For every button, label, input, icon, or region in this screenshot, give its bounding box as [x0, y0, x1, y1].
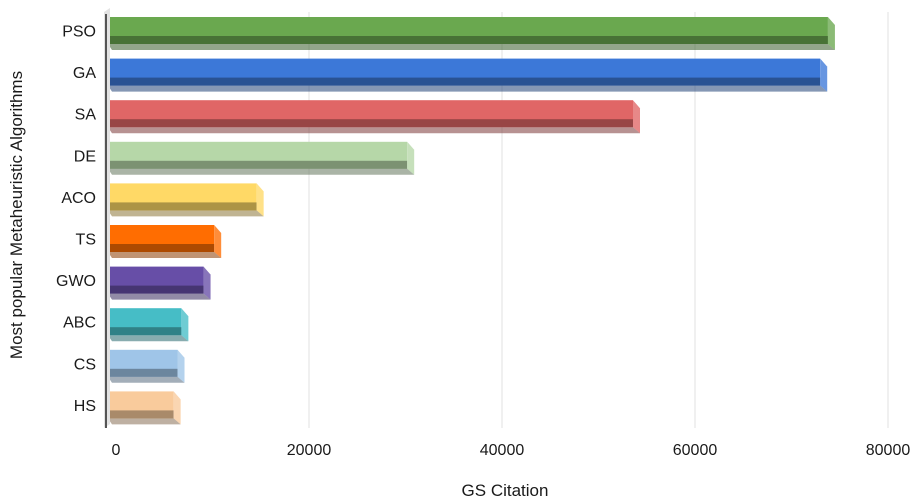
bar-shadow — [108, 418, 181, 425]
bar-side-face — [181, 308, 189, 342]
axes: 0 20000 40000 60000 80000 PSO GA SA DE ACO TS GWO AB… — [56, 8, 910, 459]
bar-side-face — [214, 225, 222, 258]
bar-side-face — [177, 349, 185, 383]
bar-group — [108, 100, 640, 134]
bar-shadow — [108, 252, 222, 258]
bar-group — [108, 391, 181, 425]
bar-bottom-face — [108, 160, 408, 169]
bar-shadow — [108, 127, 640, 134]
bar-shadow — [108, 168, 415, 175]
y-axis-title: Most popular Metaheuristic Algorithms — [7, 71, 26, 359]
x-tick-label: 20000 — [287, 442, 332, 459]
x-tick-label: 0 — [112, 442, 121, 459]
y-category-label: CS — [74, 356, 96, 373]
y-category-label: ABC — [63, 315, 96, 332]
bar-side-face — [827, 17, 835, 50]
x-tick-label: 80000 — [866, 442, 911, 459]
bar-bottom-face — [108, 285, 204, 294]
bar-group — [108, 349, 185, 383]
bar-bottom-face — [108, 77, 821, 86]
bar-bottom-face — [108, 327, 182, 336]
x-tick-label: 60000 — [673, 442, 718, 459]
y-category-label: PSO — [62, 24, 96, 41]
y-category-label: DE — [74, 148, 96, 165]
bar-side-face — [256, 183, 264, 217]
bars — [108, 17, 835, 425]
bar-side-face — [820, 58, 828, 92]
bar-bottom-face — [108, 368, 178, 377]
y-category-label: SA — [75, 107, 97, 124]
bar-group — [108, 58, 828, 92]
bar-side-face — [203, 266, 211, 300]
bar-side-face — [407, 141, 415, 175]
bar-shadow — [108, 210, 264, 217]
bar-side-face — [632, 100, 640, 134]
bar-group — [108, 225, 222, 258]
bar-shadow — [108, 85, 828, 92]
y-category-label: ACO — [61, 190, 96, 207]
bar-bottom-face — [108, 119, 633, 128]
x-axis-title: GS Citation — [462, 481, 549, 498]
y-category-label: GWO — [56, 273, 96, 290]
bar-shadow — [108, 335, 189, 342]
bar-group — [108, 266, 211, 300]
bar-group — [108, 308, 189, 342]
x-tick-label: 40000 — [480, 442, 525, 459]
bar-shadow — [108, 293, 211, 300]
bar-bottom-face — [108, 202, 257, 211]
y-category-label: HS — [74, 398, 96, 415]
bar-shadow — [108, 44, 835, 50]
bar-bottom-face — [108, 36, 828, 44]
y-category-label: GA — [73, 65, 96, 82]
bar-bottom-face — [108, 410, 174, 419]
y-category-label: TS — [76, 232, 96, 249]
bar-side-face — [173, 391, 181, 425]
bar-group — [108, 17, 835, 50]
bar-bottom-face — [108, 244, 215, 252]
bar-group — [108, 141, 415, 175]
bar-group — [108, 183, 264, 217]
bar-shadow — [108, 376, 185, 383]
